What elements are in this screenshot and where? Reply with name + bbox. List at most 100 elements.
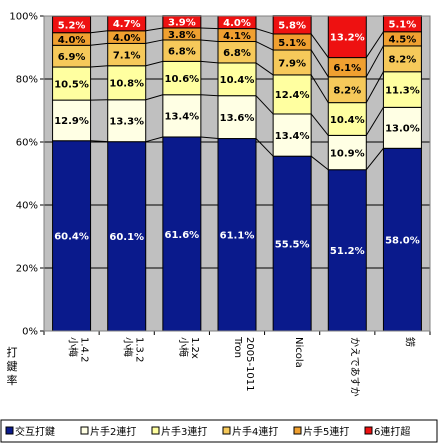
series-connector-lines: [90, 27, 384, 171]
legend-box: [0, 419, 438, 443]
data-label: 6.8%: [223, 48, 251, 59]
data-label: 10.9%: [330, 148, 365, 159]
series-line: [200, 39, 219, 43]
data-label: 10.4%: [220, 75, 255, 86]
data-label: 61.6%: [165, 230, 200, 241]
y-tick-label: 40%: [16, 201, 38, 212]
bar-segment: [162, 60, 202, 96]
data-label: 13.4%: [275, 131, 310, 142]
bar-segment: [327, 169, 367, 332]
x-axis-ticks: 小梅 1.4.2 小梅 1.3.2 小梅 1.2x Tron 2005-1011 Nicola か…: [43, 331, 431, 397]
x-tick-label: 小梅: [177, 337, 190, 357]
x-tick-label: 1.4.2: [79, 337, 90, 362]
x-tick-label: かえであすか: [348, 337, 360, 397]
data-label: 4.7%: [113, 19, 141, 30]
legend-swatch: [5, 426, 14, 435]
legend-swatch: [151, 426, 160, 435]
x-tick-label: 1.2x: [189, 337, 200, 359]
data-label: 60.1%: [109, 232, 144, 243]
data-label: 3.9%: [168, 18, 196, 29]
data-label: 58.0%: [385, 235, 420, 246]
y-tick-label: 0%: [22, 327, 38, 338]
bar-segment: [327, 134, 367, 171]
legend: 交互打鍵 片手2連打 片手3連打 片手4連打 片手5連打 6連打超: [0, 419, 438, 443]
data-label: 60.4%: [54, 232, 89, 243]
x-tick-label: Tron: [232, 336, 243, 358]
x-tick-label: Nicola: [293, 337, 304, 368]
bar-segment: [272, 74, 312, 115]
data-label: 10.5%: [54, 79, 89, 90]
data-label: 4.0%: [223, 18, 251, 29]
bar-segment: [162, 94, 202, 138]
data-label: 4.5%: [389, 35, 417, 46]
data-label: 10.8%: [109, 79, 144, 90]
series-line: [90, 30, 108, 34]
data-labels: 60.4% 60.1% 61.6% 61.1% 55.5% 51.2% 58.0% 12.9%…: [54, 18, 420, 258]
data-label: 10.6%: [165, 74, 200, 85]
bars: [52, 15, 422, 332]
legend-swatch: [364, 426, 373, 435]
series-line: [255, 62, 274, 76]
bar-segment: [107, 99, 147, 143]
series-line: [255, 41, 274, 51]
series-line: [200, 27, 219, 30]
bar-segment: [327, 15, 367, 59]
data-label: 13.4%: [165, 112, 200, 123]
data-label: 8.2%: [333, 86, 361, 97]
data-label: 10.4%: [330, 115, 365, 126]
bar-segment: [382, 147, 422, 332]
data-label: 8.2%: [389, 55, 417, 66]
data-label: 7.9%: [278, 58, 306, 69]
legend-label: 片手2連打: [90, 425, 136, 438]
data-label: 6.8%: [168, 46, 196, 57]
data-label: 5.2%: [58, 20, 86, 31]
y-tick-label: 20%: [16, 264, 38, 275]
legend-swatch: [80, 426, 89, 435]
data-label: 5.1%: [389, 20, 417, 31]
series-line: [200, 94, 219, 97]
legend-label: 交互打鍵: [15, 425, 55, 438]
data-label: 12.9%: [54, 116, 89, 127]
series-line: [365, 71, 384, 103]
legend-label: 6連打超: [374, 425, 410, 438]
series-line: [145, 60, 163, 67]
series-line: [200, 136, 219, 140]
data-label: 61.1%: [220, 231, 255, 242]
data-label: 4.0%: [113, 33, 141, 44]
data-label: 55.5%: [275, 239, 310, 250]
legend-swatch: [293, 426, 302, 435]
series-line: [365, 147, 384, 171]
bar-segment: [272, 155, 312, 332]
series-line: [145, 27, 163, 32]
series-line: [310, 113, 329, 136]
data-label: 4.0%: [58, 35, 86, 46]
series-line: [90, 65, 108, 68]
data-label: 6.9%: [58, 52, 86, 63]
series-line: [145, 94, 163, 101]
bar-segment: [272, 49, 312, 76]
plot-border: [43, 15, 431, 332]
data-label: 5.1%: [278, 38, 306, 49]
data-label: 5.8%: [278, 21, 306, 32]
series-line: [90, 140, 108, 143]
bar-segment: [52, 66, 92, 101]
data-label: 12.4%: [275, 90, 310, 101]
data-label: 13.0%: [385, 124, 420, 135]
series-line: [255, 95, 274, 115]
series-line: [200, 60, 219, 64]
bar-segment: [327, 102, 367, 136]
y-axis-label-char: 率: [7, 373, 18, 387]
x-tick-label: 小梅: [67, 337, 80, 357]
data-label: 13.3%: [109, 117, 144, 128]
series-line: [310, 33, 329, 58]
series-line: [365, 45, 384, 78]
y-axis-label-char: 打: [7, 345, 18, 359]
bar-segment: [162, 136, 202, 332]
data-label: 11.3%: [385, 85, 420, 96]
series-line: [310, 155, 329, 171]
series-line: [145, 136, 163, 143]
series-line: [365, 31, 384, 58]
x-tick-label: 1.3.2: [134, 337, 145, 362]
y-axis-label: 打鍵率: [7, 345, 18, 387]
